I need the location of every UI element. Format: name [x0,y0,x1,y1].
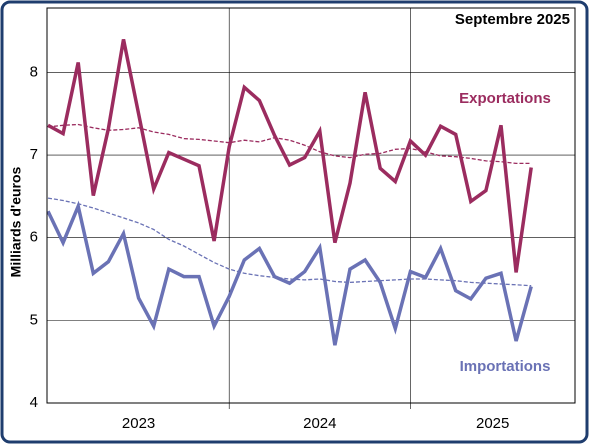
y-tick-label: 6 [30,229,38,246]
series-line [46,200,533,346]
series-label: Exportations [459,90,551,107]
x-tick-label: 2025 [476,415,509,432]
plot-border [46,7,576,404]
y-axis-label: Milliards d'euros [8,166,24,277]
y-tick-label: 5 [30,311,38,328]
line-layer [46,39,533,346]
y-tick-label: 8 [30,63,38,80]
y-tick-label: 7 [30,146,38,163]
chart-title: Septembre 2025 [455,11,570,28]
x-tick-label: 2023 [122,415,155,432]
grid-layer [47,8,575,409]
series-line [47,39,533,273]
y-tick-label: 4 [30,394,38,411]
x-tick-label: 2024 [303,415,336,432]
series-label: Importations [460,358,551,375]
trend-line [47,123,532,165]
